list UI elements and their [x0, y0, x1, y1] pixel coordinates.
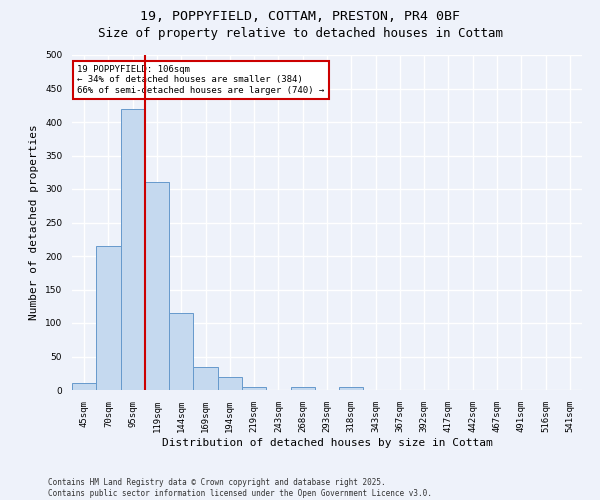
Text: 19 POPPYFIELD: 106sqm
← 34% of detached houses are smaller (384)
66% of semi-det: 19 POPPYFIELD: 106sqm ← 34% of detached …: [77, 65, 325, 95]
Bar: [121, 108, 145, 390]
Bar: [96, 246, 121, 390]
Bar: [218, 376, 242, 390]
Bar: [242, 386, 266, 390]
Text: Contains HM Land Registry data © Crown copyright and database right 2025.
Contai: Contains HM Land Registry data © Crown c…: [48, 478, 432, 498]
X-axis label: Distribution of detached houses by size in Cottam: Distribution of detached houses by size …: [161, 438, 493, 448]
Bar: [193, 366, 218, 390]
Bar: [339, 386, 364, 390]
Bar: [290, 386, 315, 390]
Bar: [145, 182, 169, 390]
Text: 19, POPPYFIELD, COTTAM, PRESTON, PR4 0BF: 19, POPPYFIELD, COTTAM, PRESTON, PR4 0BF: [140, 10, 460, 23]
Text: Size of property relative to detached houses in Cottam: Size of property relative to detached ho…: [97, 28, 503, 40]
Bar: [72, 384, 96, 390]
Y-axis label: Number of detached properties: Number of detached properties: [29, 124, 40, 320]
Bar: [169, 313, 193, 390]
